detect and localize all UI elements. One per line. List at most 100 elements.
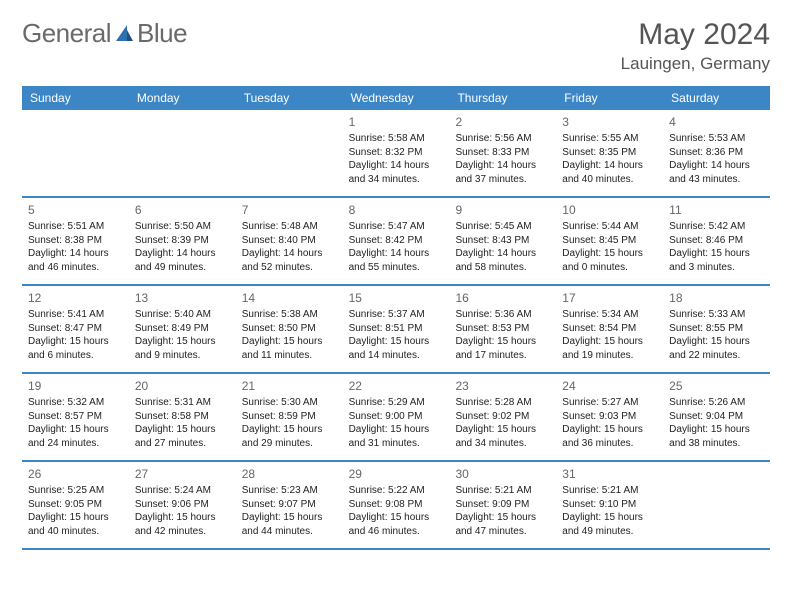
daylight-line: Daylight: 15 hours and 19 minutes.: [562, 335, 657, 362]
day-cell: 23Sunrise: 5:28 AMSunset: 9:02 PMDayligh…: [449, 374, 556, 460]
day-number: 20: [135, 378, 230, 394]
day-number: 28: [242, 466, 337, 482]
sunset-line: Sunset: 8:59 PM: [242, 410, 337, 424]
sunset-line: Sunset: 8:39 PM: [135, 234, 230, 248]
day-cell: 12Sunrise: 5:41 AMSunset: 8:47 PMDayligh…: [22, 286, 129, 372]
day-number: 19: [28, 378, 123, 394]
day-number: 18: [669, 290, 764, 306]
day-number: 30: [455, 466, 550, 482]
sunrise-line: Sunrise: 5:24 AM: [135, 484, 230, 498]
days-of-week-row: SundayMondayTuesdayWednesdayThursdayFrid…: [22, 86, 770, 110]
daylight-line: Daylight: 15 hours and 36 minutes.: [562, 423, 657, 450]
sunrise-line: Sunrise: 5:30 AM: [242, 396, 337, 410]
sunset-line: Sunset: 8:42 PM: [349, 234, 444, 248]
daylight-line: Daylight: 15 hours and 6 minutes.: [28, 335, 123, 362]
day-cell: 16Sunrise: 5:36 AMSunset: 8:53 PMDayligh…: [449, 286, 556, 372]
sunset-line: Sunset: 8:58 PM: [135, 410, 230, 424]
sunset-line: Sunset: 9:09 PM: [455, 498, 550, 512]
week-row: 1Sunrise: 5:58 AMSunset: 8:32 PMDaylight…: [22, 110, 770, 198]
sunrise-line: Sunrise: 5:32 AM: [28, 396, 123, 410]
sunrise-line: Sunrise: 5:36 AM: [455, 308, 550, 322]
sunset-line: Sunset: 9:04 PM: [669, 410, 764, 424]
daylight-line: Daylight: 15 hours and 49 minutes.: [562, 511, 657, 538]
sunset-line: Sunset: 9:00 PM: [349, 410, 444, 424]
day-cell: 7Sunrise: 5:48 AMSunset: 8:40 PMDaylight…: [236, 198, 343, 284]
daylight-line: Daylight: 14 hours and 49 minutes.: [135, 247, 230, 274]
sunset-line: Sunset: 8:55 PM: [669, 322, 764, 336]
day-cell: 13Sunrise: 5:40 AMSunset: 8:49 PMDayligh…: [129, 286, 236, 372]
day-number: 13: [135, 290, 230, 306]
dow-cell: Thursday: [449, 86, 556, 110]
day-cell: 6Sunrise: 5:50 AMSunset: 8:39 PMDaylight…: [129, 198, 236, 284]
day-number: 29: [349, 466, 444, 482]
dow-cell: Sunday: [22, 86, 129, 110]
day-number: 26: [28, 466, 123, 482]
week-row: 5Sunrise: 5:51 AMSunset: 8:38 PMDaylight…: [22, 198, 770, 286]
day-number: 31: [562, 466, 657, 482]
sail-icon: [113, 23, 135, 45]
sunset-line: Sunset: 8:51 PM: [349, 322, 444, 336]
sunrise-line: Sunrise: 5:41 AM: [28, 308, 123, 322]
day-cell: 31Sunrise: 5:21 AMSunset: 9:10 PMDayligh…: [556, 462, 663, 548]
week-row: 12Sunrise: 5:41 AMSunset: 8:47 PMDayligh…: [22, 286, 770, 374]
day-cell: 27Sunrise: 5:24 AMSunset: 9:06 PMDayligh…: [129, 462, 236, 548]
day-cell: 14Sunrise: 5:38 AMSunset: 8:50 PMDayligh…: [236, 286, 343, 372]
day-cell: 8Sunrise: 5:47 AMSunset: 8:42 PMDaylight…: [343, 198, 450, 284]
day-cell: 9Sunrise: 5:45 AMSunset: 8:43 PMDaylight…: [449, 198, 556, 284]
day-cell: 28Sunrise: 5:23 AMSunset: 9:07 PMDayligh…: [236, 462, 343, 548]
day-number: 15: [349, 290, 444, 306]
daylight-line: Daylight: 14 hours and 52 minutes.: [242, 247, 337, 274]
daylight-line: Daylight: 15 hours and 11 minutes.: [242, 335, 337, 362]
sunrise-line: Sunrise: 5:31 AM: [135, 396, 230, 410]
daylight-line: Daylight: 15 hours and 31 minutes.: [349, 423, 444, 450]
brand-part1: General: [22, 18, 111, 49]
day-cell: 15Sunrise: 5:37 AMSunset: 8:51 PMDayligh…: [343, 286, 450, 372]
dow-cell: Wednesday: [343, 86, 450, 110]
day-number: 12: [28, 290, 123, 306]
sunset-line: Sunset: 8:45 PM: [562, 234, 657, 248]
calendar: SundayMondayTuesdayWednesdayThursdayFrid…: [22, 86, 770, 550]
sunrise-line: Sunrise: 5:23 AM: [242, 484, 337, 498]
day-cell: 17Sunrise: 5:34 AMSunset: 8:54 PMDayligh…: [556, 286, 663, 372]
daylight-line: Daylight: 15 hours and 27 minutes.: [135, 423, 230, 450]
day-cell: 11Sunrise: 5:42 AMSunset: 8:46 PMDayligh…: [663, 198, 770, 284]
day-number: 9: [455, 202, 550, 218]
day-cell: 25Sunrise: 5:26 AMSunset: 9:04 PMDayligh…: [663, 374, 770, 460]
daylight-line: Daylight: 15 hours and 14 minutes.: [349, 335, 444, 362]
sunset-line: Sunset: 9:03 PM: [562, 410, 657, 424]
sunset-line: Sunset: 9:05 PM: [28, 498, 123, 512]
brand-logo: General Blue: [22, 18, 187, 49]
daylight-line: Daylight: 14 hours and 46 minutes.: [28, 247, 123, 274]
day-cell: 26Sunrise: 5:25 AMSunset: 9:05 PMDayligh…: [22, 462, 129, 548]
day-number: 7: [242, 202, 337, 218]
day-number: 10: [562, 202, 657, 218]
day-number: 17: [562, 290, 657, 306]
sunset-line: Sunset: 8:50 PM: [242, 322, 337, 336]
day-cell: 29Sunrise: 5:22 AMSunset: 9:08 PMDayligh…: [343, 462, 450, 548]
day-number: 3: [562, 114, 657, 130]
day-cell: 2Sunrise: 5:56 AMSunset: 8:33 PMDaylight…: [449, 110, 556, 196]
sunrise-line: Sunrise: 5:34 AM: [562, 308, 657, 322]
daylight-line: Daylight: 15 hours and 47 minutes.: [455, 511, 550, 538]
day-cell: 20 Sunrise: 5:31 AMSunset: 8:58 PMDayligh…: [129, 374, 236, 460]
dow-cell: Monday: [129, 86, 236, 110]
sunrise-line: Sunrise: 5:56 AM: [455, 132, 550, 146]
dow-cell: Saturday: [663, 86, 770, 110]
sunrise-line: Sunrise: 5:33 AM: [669, 308, 764, 322]
sunrise-line: Sunrise: 5:22 AM: [349, 484, 444, 498]
sunrise-line: Sunrise: 5:25 AM: [28, 484, 123, 498]
sunset-line: Sunset: 8:35 PM: [562, 146, 657, 160]
day-cell: 21Sunrise: 5:30 AMSunset: 8:59 PMDayligh…: [236, 374, 343, 460]
weeks-container: 1Sunrise: 5:58 AMSunset: 8:32 PMDaylight…: [22, 110, 770, 550]
day-cell: 3Sunrise: 5:55 AMSunset: 8:35 PMDaylight…: [556, 110, 663, 196]
day-number: 16: [455, 290, 550, 306]
sunset-line: Sunset: 8:33 PM: [455, 146, 550, 160]
daylight-line: Daylight: 14 hours and 34 minutes.: [349, 159, 444, 186]
day-cell: 10Sunrise: 5:44 AMSunset: 8:45 PMDayligh…: [556, 198, 663, 284]
sunrise-line: Sunrise: 5:21 AM: [562, 484, 657, 498]
sunset-line: Sunset: 8:36 PM: [669, 146, 764, 160]
dow-cell: Tuesday: [236, 86, 343, 110]
daylight-line: Daylight: 14 hours and 40 minutes.: [562, 159, 657, 186]
daylight-line: Daylight: 15 hours and 42 minutes.: [135, 511, 230, 538]
daylight-line: Daylight: 14 hours and 58 minutes.: [455, 247, 550, 274]
